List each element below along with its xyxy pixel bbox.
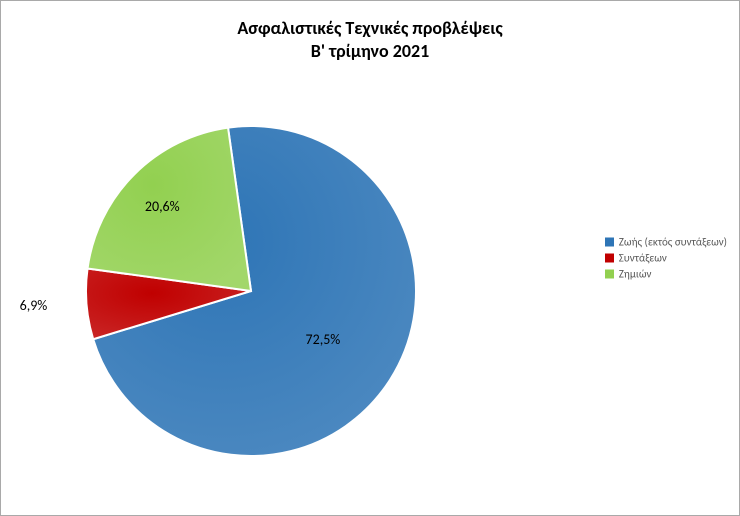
legend-label-life: Ζωής (εκτός συντάξεων) xyxy=(619,236,727,249)
slice-label-damages: 20,6% xyxy=(145,198,180,215)
legend-swatch-damages xyxy=(605,270,614,279)
chart-title-line2: Β' τρίμηνο 2021 xyxy=(1,40,739,63)
legend-swatch-life xyxy=(605,238,614,247)
slice-label-life: 72,5% xyxy=(306,331,341,348)
legend-item-life: Ζωής (εκτός συντάξεων) xyxy=(605,236,727,249)
legend-label-pensions: Συντάξεων xyxy=(619,252,667,265)
legend-label-damages: Ζημιών xyxy=(619,268,652,281)
pie-chart-container: Ασφαλιστικές Τεχνικές προβλέψεις Β' τρίμ… xyxy=(0,0,740,516)
chart-title-line1: Ασφαλιστικές Τεχνικές προβλέψεις xyxy=(1,17,739,40)
pie-svg xyxy=(61,96,441,476)
legend-swatch-pensions xyxy=(605,254,614,263)
slice-label-pensions: 6,9% xyxy=(20,297,48,314)
legend: Ζωής (εκτός συντάξεων) Συντάξεων Ζημιών xyxy=(605,233,727,284)
legend-item-pensions: Συντάξεων xyxy=(605,252,727,265)
legend-item-damages: Ζημιών xyxy=(605,268,727,281)
chart-title: Ασφαλιστικές Τεχνικές προβλέψεις Β' τρίμ… xyxy=(1,1,739,62)
pie-area: 72,5%6,9%20,6% xyxy=(61,96,441,476)
